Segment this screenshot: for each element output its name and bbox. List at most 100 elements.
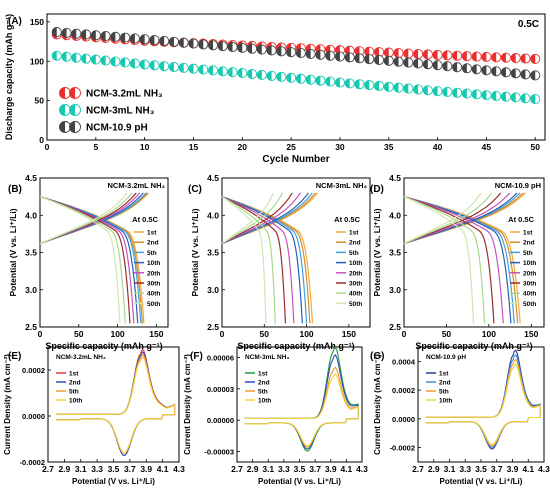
series-1-point [81,53,92,64]
series-2-point [403,57,414,68]
series-1-point-fill [266,71,272,81]
panel-e-title: NCM-3.2mL NH₃ [56,354,106,361]
panel-c-legend-50th: 50th [349,301,362,308]
panel-b-x-tick-label: 50 [74,329,84,339]
series-1-point-fill [452,88,458,98]
panel-g-y-tick-label: 0.0000 [392,415,415,424]
panel-a-y-tick-label: 100 [30,56,44,66]
panel-f-x-tick-label: 3.1 [262,464,274,474]
panel-b-y-tick-label: 4.0 [25,210,37,220]
panel-e-y-tick-label: -0.0002 [20,458,45,467]
series-2-point [247,43,258,54]
series-2-point [530,70,541,81]
panel-f-x-tick-label: 2.7 [231,464,243,474]
series-2-point-fill [442,61,448,71]
series-2-point-fill [188,38,194,49]
series-1-point-fill [296,74,301,84]
panel-f-x-tick-label: 3.5 [294,464,306,474]
legend-label: NCM-3mL NH₃ [86,106,155,117]
panel-d-y-tick-label: 4.5 [389,173,401,183]
series-1-point [481,90,492,101]
panel-g-xlabel: Potential (V vs. Li⁺/Li) [440,477,523,486]
series-1-point [422,85,433,96]
panel-g-x-tick-label: 4.1 [522,464,534,474]
series-2-point [325,50,336,61]
panel-e-x-tick-label: 2.9 [58,464,70,474]
series-2-point [422,59,433,70]
legend-marker-fill [59,87,65,99]
panel-f-x-tick-label: 3.7 [309,464,321,474]
panel-g-y-tick-label: -0.0002 [390,444,415,453]
panel-a-x-tick-label: 10 [140,142,150,152]
series-1-point-fill [354,79,360,89]
legend-marker [69,121,81,133]
panel-a-annotation: 0.5C [518,19,539,30]
panel-g-cv-10th [425,363,541,446]
panel-g-x-tick-label: 3.1 [444,464,456,474]
series-2-point [305,48,316,59]
series-2-point-fill [257,44,262,55]
series-1-point [383,81,394,92]
panel-f-y-tick-label: -0.00003 [204,448,234,457]
panel-d-legend-5th: 5th [523,250,533,257]
series-2-point [413,58,424,69]
series-1-point [373,80,385,92]
series-1-point [237,68,248,79]
panel-d-legend-50th: 50th [523,301,536,308]
panel-b-legend-50th: 50th [147,301,160,308]
panel-f-y-tick-label: 0.00000 [207,416,234,425]
series-2-point [110,31,121,42]
series-0-point-fill [384,47,389,58]
series-2-point [383,55,394,66]
panel-g-x-tick-label: 4.3 [538,464,550,474]
series-2-point-fill [296,48,301,58]
series-1-point-fill [384,82,389,92]
series-2-point-fill [491,66,497,76]
series-2-point [129,33,140,44]
series-2-point-fill [472,64,477,74]
series-1-point [129,58,140,69]
panel-e-frame [47,346,180,463]
panel-b-charge-50th [39,192,128,245]
panel-a-x-tick-label: 50 [531,142,541,152]
series-1-point [432,86,443,97]
series-0-point [422,49,433,60]
panel-b-label: (B) [8,184,22,195]
series-1-point [198,64,209,75]
panel-d-x-tick-label: 150 [524,329,538,339]
legend-marker [59,121,71,133]
series-1-point-fill [345,78,350,88]
series-0-point-fill [481,52,487,62]
series-1-point [139,59,150,70]
series-1-point-fill [325,76,331,87]
panel-g-frame [417,346,545,463]
series-1-point-fill [198,64,204,75]
panel-c-x-tick-label: 100 [299,329,313,339]
series-2-point [207,40,219,51]
series-2-point-fill [393,57,399,67]
series-2-point [217,41,228,52]
series-2-point [168,36,179,47]
panel-c-legend-40th: 40th [349,291,362,298]
series-2-point-fill [52,27,57,37]
series-1-point-fill [520,93,526,103]
panel-e-x-tick-label: 4.3 [173,464,185,474]
series-2-point-fill [71,29,77,39]
panel-b-legend-10th: 10th [147,260,160,267]
panel-c-y-tick-label: 3.0 [207,285,219,295]
series-2-point [286,47,297,58]
panel-e-ylabel: Current Density (mA cm⁻²) [3,354,12,455]
panel-d-xlabel: Specific capacity (mAh g⁻¹) [415,341,532,351]
series-1-point [393,82,404,93]
panel-d-label: (D) [370,184,384,195]
series-2-point [51,27,62,38]
panel-c-legend-20th: 20th [349,270,362,277]
series-2-point-fill [286,47,292,57]
panel-d-y-tick-label: 3.0 [389,285,401,295]
series-2-point [491,66,502,77]
series-1-point-fill [247,69,253,79]
series-1-point [354,79,365,90]
series-1-point-fill [110,56,116,67]
series-1-point [149,60,160,71]
series-0-point-fill [472,51,477,62]
